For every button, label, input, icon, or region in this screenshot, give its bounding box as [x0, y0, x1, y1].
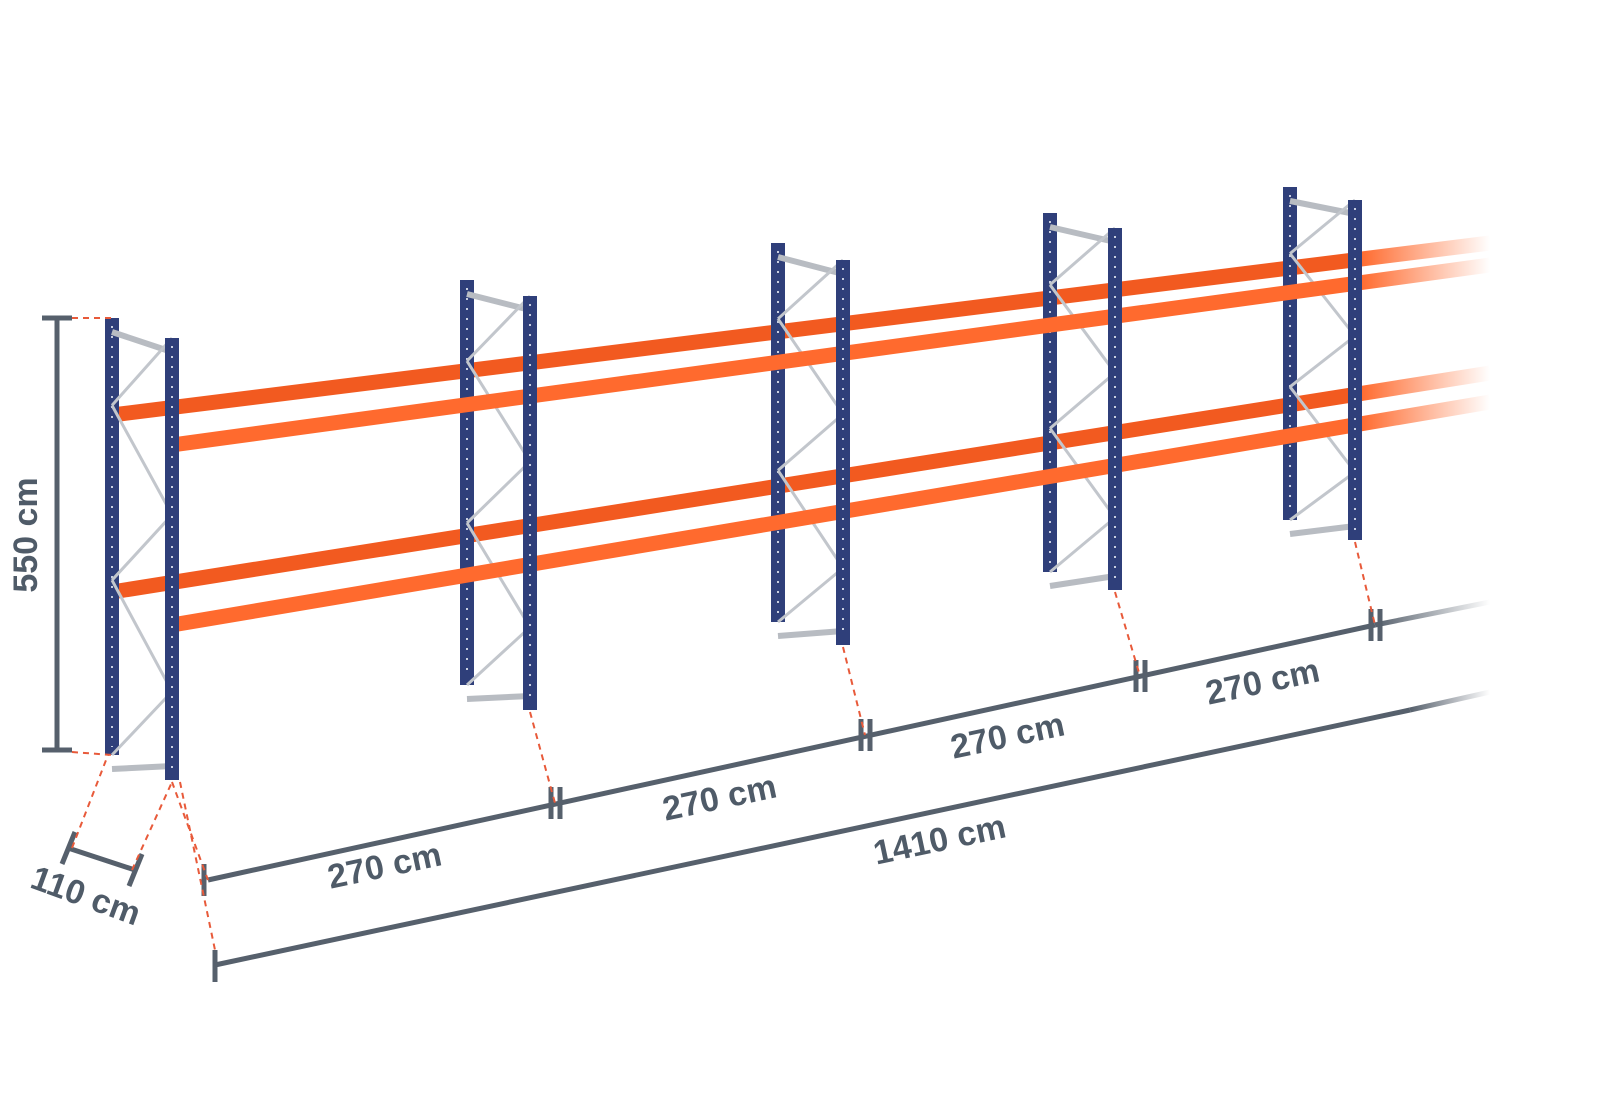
dimension-lines — [42, 315, 1491, 982]
brace — [111, 763, 173, 772]
brace — [1049, 224, 1116, 245]
brace — [110, 337, 174, 407]
total-line-fade — [1409, 689, 1491, 713]
brace — [465, 460, 532, 525]
brace — [1289, 470, 1356, 522]
brace — [110, 404, 174, 516]
brace — [777, 628, 844, 639]
beam — [170, 275, 1362, 453]
bay-line-fade — [1374, 599, 1491, 628]
brace — [777, 254, 844, 277]
extension-line — [842, 646, 866, 736]
extension-line — [1114, 591, 1141, 677]
depth-line — [67, 845, 136, 873]
height-label: 550 cm — [7, 477, 45, 592]
beam-fade — [1359, 235, 1491, 267]
bay-label: 270 cm — [324, 835, 445, 896]
total-label: 1410 cm — [870, 807, 1009, 872]
brace — [1289, 334, 1356, 388]
brace — [777, 566, 844, 624]
upright — [523, 296, 537, 710]
cap — [59, 831, 78, 865]
upright — [165, 338, 179, 780]
beam — [111, 251, 1361, 423]
total-line — [214, 707, 1411, 968]
brace — [466, 693, 531, 702]
brace — [110, 579, 174, 693]
upright — [460, 280, 474, 685]
upright — [836, 260, 850, 645]
upright — [1108, 228, 1122, 590]
extension-line — [171, 781, 209, 881]
extension-line — [71, 754, 109, 849]
cap — [126, 853, 145, 887]
beam — [170, 416, 1362, 633]
beam — [110, 386, 1362, 600]
rack-structure — [105, 187, 1492, 780]
brace — [776, 258, 845, 320]
brace — [1289, 198, 1356, 217]
beam-fade — [1358, 365, 1492, 402]
brace — [110, 513, 174, 582]
extension-line — [131, 781, 173, 871]
bay-line — [207, 622, 1376, 883]
brace — [1289, 198, 1356, 255]
beam-fade — [1358, 394, 1492, 432]
extension-line — [1354, 541, 1376, 626]
brace — [1049, 226, 1116, 286]
brace — [1049, 516, 1116, 574]
brace — [465, 360, 532, 463]
brace — [465, 294, 532, 363]
brace — [776, 317, 845, 415]
brace — [1049, 573, 1116, 589]
extension-line — [529, 711, 556, 804]
brace — [777, 412, 844, 472]
beam-fade — [1358, 257, 1492, 291]
extension-line — [179, 781, 216, 951]
brace — [110, 690, 174, 757]
brace — [465, 626, 532, 687]
brace — [1048, 283, 1117, 374]
extension-line — [71, 751, 113, 756]
brace — [1049, 371, 1116, 430]
brace — [1289, 523, 1356, 537]
